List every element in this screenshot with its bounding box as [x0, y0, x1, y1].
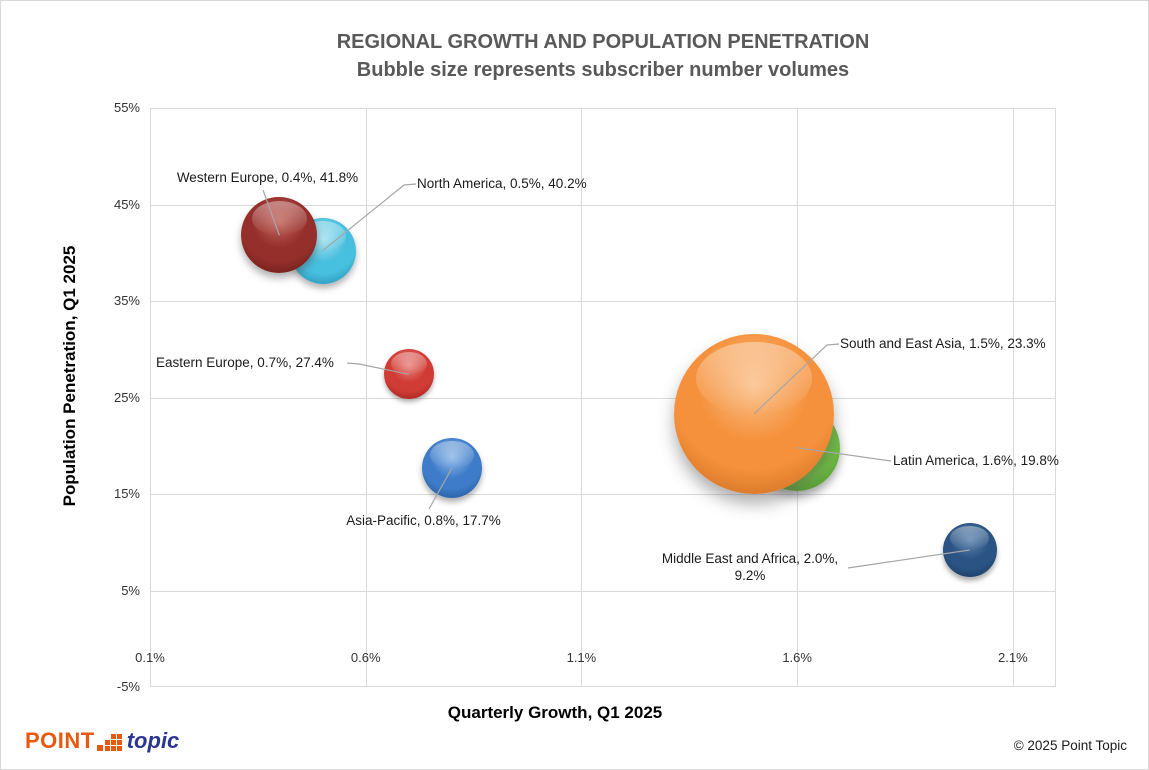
bubble-label-middle-east-africa: Middle East and Africa, 2.0%, 9.2% [661, 551, 839, 583]
chart-subtitle: Bubble size represents subscriber number… [356, 59, 850, 81]
horizontal-gridline [150, 301, 1056, 302]
x-axis-title: Quarterly Growth, Q1 2025 [447, 703, 663, 722]
y-tick-label: -5% [116, 679, 140, 694]
bubble-label-south-east-asia: South and East Asia, 1.5%, 23.3% [840, 336, 1046, 351]
bubble-highlight [430, 440, 474, 469]
x-tick-label: 1.6% [782, 650, 812, 665]
x-tick-label: 0.6% [350, 650, 381, 665]
horizontal-gridline [150, 397, 1056, 399]
bubble-label-latin-america: Latin America, 1.6%, 19.8% [893, 453, 1059, 468]
bubble-highlight [696, 341, 812, 416]
y-tick-label: 55% [113, 100, 140, 115]
x-tick-label: 0.1% [135, 650, 165, 665]
bubble-label-eastern-europe: Eastern Europe, 0.7%, 27.4% [156, 355, 334, 370]
logo-dot-grid-icon [104, 734, 122, 751]
horizontal-gridline [150, 494, 1056, 495]
y-tick-label: 35% [113, 293, 140, 308]
bubble-highlight [390, 351, 427, 375]
logo-topic-text: topic [126, 728, 180, 753]
bubble-label-north-america: North America, 0.5%, 40.2% [417, 176, 587, 191]
bubble-label-western-europe: Western Europe, 0.4%, 41.8% [176, 170, 359, 185]
y-tick-label: 45% [113, 196, 140, 212]
y-tick-label: 15% [113, 486, 140, 501]
bubble-highlight [950, 525, 990, 551]
logo-period-dot-icon [96, 745, 103, 751]
x-tick-label: 1.1% [566, 650, 597, 665]
logo-point-text: POINT [25, 728, 95, 753]
bubble-south-east-asia [674, 333, 834, 494]
y-tick-label: 5% [121, 582, 140, 598]
bubble-highlight [252, 201, 307, 237]
bubble-label-asia-pacific: Asia-Pacific, 0.8%, 17.7% [346, 513, 501, 528]
bubble-eastern-europe [383, 349, 434, 400]
chart-title: REGIONAL GROWTH AND POPULATION PENETRATI… [336, 31, 870, 53]
bubble-middle-east-africa [942, 522, 997, 577]
y-tick-label: 25% [113, 389, 140, 405]
x-tick-label: 2.1% [998, 650, 1028, 665]
point-topic-logo: POINT topic [25, 730, 179, 752]
horizontal-gridline [150, 590, 1056, 592]
horizontal-gridline [150, 204, 1056, 206]
bubble-asia-pacific [422, 437, 482, 498]
copyright-text: © 2025 Point Topic [1013, 738, 1127, 753]
